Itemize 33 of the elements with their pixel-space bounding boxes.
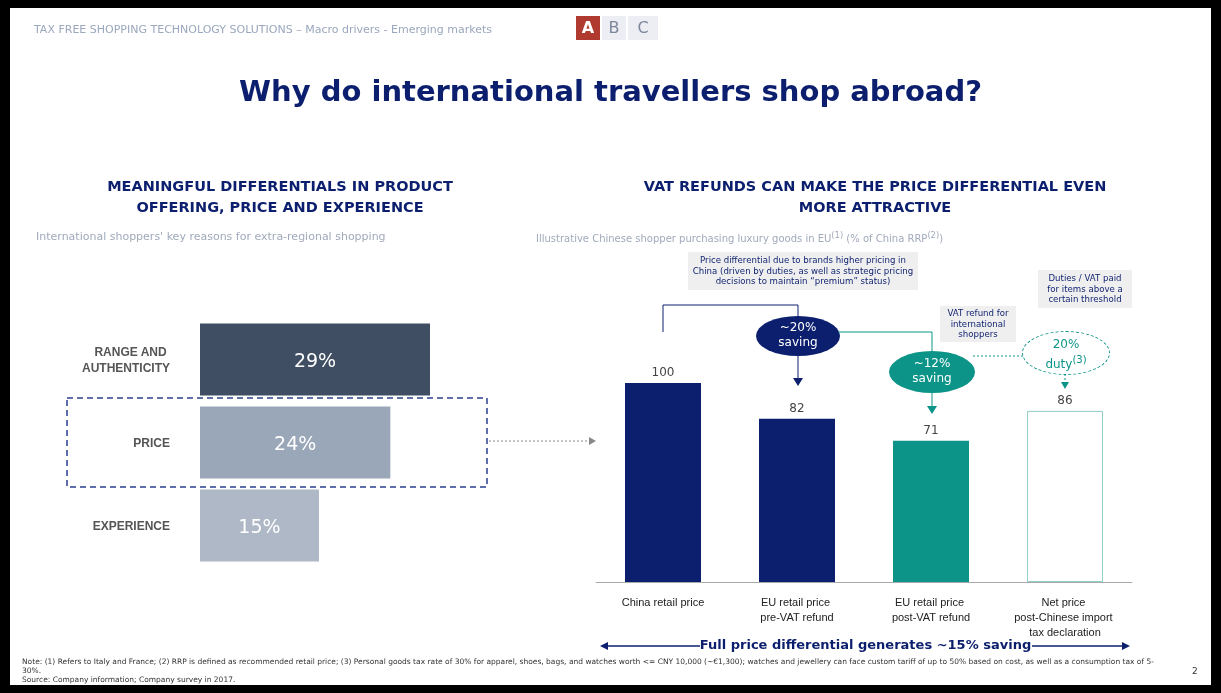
data-label: 29%	[293, 348, 337, 371]
y-tick-label: PRICE	[133, 435, 170, 450]
chart-subtitle: International shoppers' key reasons for extra-regional shopping	[36, 230, 386, 243]
data-label: 71	[923, 422, 939, 437]
text: Why do international travellers shop abroad?	[238, 74, 983, 108]
x-tick-label: Net price post-Chinese import tax declaration	[1014, 595, 1116, 638]
text: Full price differential generates ~15% saving	[698, 637, 1033, 652]
data-label: 86	[1057, 392, 1073, 407]
text: TAX FREE SHOPPING TECHNOLOGY SOLUTIONS – Macro drivers - Emerging markets	[34, 23, 493, 36]
chart-title: VAT REFUNDS CAN MAKE THE PRICE DIFFERENTIAL EVEN MORE ATTRACTIVE	[642, 177, 1108, 217]
bar	[625, 383, 701, 582]
data-label: 24%	[274, 431, 317, 454]
text: Price differential due to brands higher pricing in China (driven by duties, as well as strategic pricing decisions to maintain “premium” status)	[688, 252, 918, 290]
text: VAT refund for international shoppers	[940, 306, 1016, 342]
x-tick-label: EU retail price post-VAT refund	[891, 595, 971, 623]
text: Duties / VAT paid for items above a certain threshold	[1038, 270, 1132, 308]
data-label: 82	[789, 400, 805, 415]
chart-title: MEANINGFUL DIFFERENTIALS IN PRODUCT OFFERING, PRICE AND EXPERIENCE	[106, 177, 454, 217]
x-tick-label: EU retail price pre-VAT refund	[760, 595, 834, 623]
y-tick-label: RANGE AND AUTHENTICITY	[82, 344, 170, 375]
text: A	[576, 16, 600, 40]
x-tick-label: China retail price	[621, 595, 705, 608]
bar	[759, 418, 835, 582]
text: B	[602, 16, 626, 40]
text: C	[628, 16, 658, 40]
data-label: 100	[651, 365, 675, 380]
bar	[893, 440, 969, 582]
data-label: 15%	[238, 514, 281, 537]
chart-subtitle: Illustrative Chinese shopper purchasing luxury goods in EU$^{(1)}$ (% of China RRP$^{(2)}$)	[536, 230, 944, 245]
bar	[1027, 410, 1103, 582]
text: 2	[1192, 666, 1198, 676]
y-tick-label: EXPERIENCE	[92, 518, 170, 533]
text: 20% duty$^{(3)}$	[1022, 331, 1110, 375]
